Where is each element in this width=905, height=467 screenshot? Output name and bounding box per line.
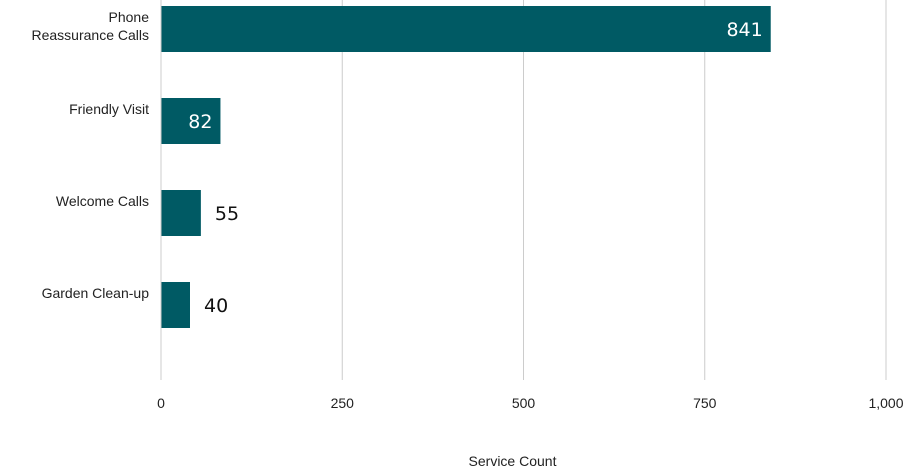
x-tick-label-1: 250 [331, 395, 355, 411]
category-label-0-line-0: Phone [109, 9, 150, 25]
bar-1 [161, 98, 221, 144]
x-tick-label-4: 1,000 [868, 395, 903, 411]
bar-2 [161, 190, 201, 236]
data-label-2: 55 [215, 203, 239, 225]
category-label-2: Welcome Calls [56, 193, 149, 209]
category-label-0-line-1: Reassurance Calls [32, 27, 150, 43]
gridlines [341, 0, 887, 380]
x-axis-title: Service Count [469, 453, 557, 467]
bar-0 [161, 6, 771, 52]
data-label-0: 841 [726, 19, 762, 41]
category-labels: Phone Reassurance Calls Friendly Visit Welc… [32, 9, 150, 301]
x-tick-label-0: 0 [157, 395, 165, 411]
data-label-1: 82 [188, 111, 212, 133]
category-label-3: Garden Clean-up [42, 285, 150, 301]
data-label-3: 40 [204, 295, 228, 317]
category-label-1: Friendly Visit [69, 101, 149, 117]
x-tick-labels: 0 250 500 750 1,000 [157, 395, 904, 411]
bars: 841 82 55 40 [161, 6, 771, 328]
x-tick-label-2: 500 [512, 395, 536, 411]
x-tick-label-3: 750 [693, 395, 717, 411]
bar-3 [161, 282, 190, 328]
